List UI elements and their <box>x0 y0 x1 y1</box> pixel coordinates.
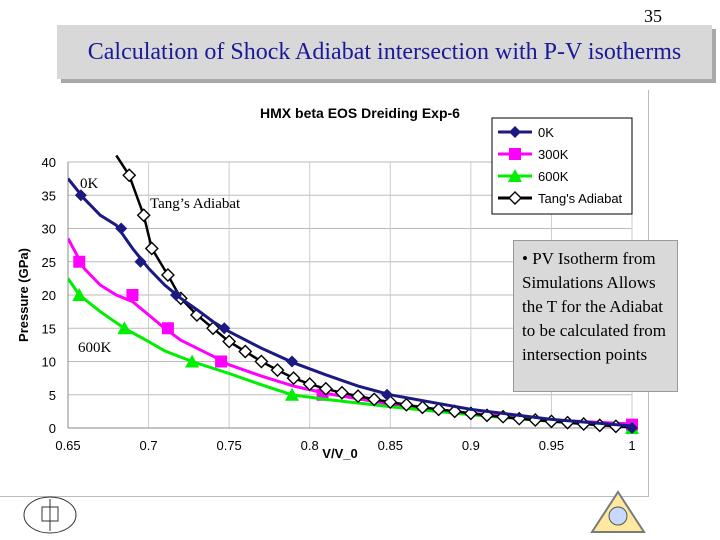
y-tick-label: 25 <box>42 255 56 270</box>
y-tick-label: 35 <box>42 188 56 203</box>
x-tick-label: 0.8 <box>301 438 319 453</box>
data-point-marker <box>302 377 317 392</box>
university-seal-logo <box>23 496 77 534</box>
chart-title: HMX beta EOS Dreiding Exp-6 <box>260 105 460 121</box>
data-point-marker <box>185 354 200 368</box>
chart-annotation: 0K <box>80 176 99 192</box>
data-point-marker <box>318 381 333 396</box>
triangle-logo <box>590 490 646 533</box>
data-point-marker <box>74 189 87 202</box>
data-point-marker <box>270 363 285 378</box>
y-tick-label: 5 <box>49 388 56 403</box>
data-point-marker <box>284 387 299 401</box>
data-point-marker <box>334 385 349 400</box>
data-point-marker <box>126 289 139 301</box>
callout-box: • PV Isotherm from Simulations Allows th… <box>513 240 678 392</box>
data-point-marker <box>160 268 175 283</box>
data-point-marker <box>560 415 575 430</box>
chart-annotation: Tang’s Adiabat <box>150 196 241 212</box>
data-point-marker <box>73 255 86 268</box>
data-point-marker <box>136 208 151 223</box>
data-point-marker <box>215 355 228 368</box>
data-point-marker <box>206 321 221 336</box>
y-tick-label: 40 <box>42 155 56 170</box>
x-tick-label: 0.65 <box>55 438 80 453</box>
slide-title-banner: Calculation of Shock Adiabat intersectio… <box>57 25 712 79</box>
data-point-marker <box>122 168 137 183</box>
data-point-marker <box>286 371 301 386</box>
data-point-marker <box>544 414 559 429</box>
x-tick-label: 0.7 <box>140 438 158 453</box>
legend-marker <box>508 169 522 182</box>
data-point-marker <box>115 222 128 235</box>
legend-marker <box>509 148 521 160</box>
legend-label: 600K <box>538 169 569 184</box>
data-point-marker <box>144 241 159 256</box>
y-tick-label: 0 <box>49 421 56 436</box>
slide-title: Calculation of Shock Adiabat intersectio… <box>87 38 682 65</box>
data-point-marker <box>381 388 394 401</box>
legend-marker <box>508 191 522 205</box>
data-point-marker <box>238 344 253 359</box>
callout-text: • PV Isotherm from Simulations Allows th… <box>522 249 666 364</box>
data-point-marker <box>117 321 132 335</box>
y-tick-label: 30 <box>42 222 56 237</box>
data-point-marker <box>169 289 182 301</box>
data-point-marker <box>367 392 382 407</box>
y-tick-label: 20 <box>42 288 56 303</box>
series-line-600k <box>68 277 633 428</box>
data-point-marker <box>222 334 237 349</box>
y-tick-label: 10 <box>42 355 56 370</box>
data-point-marker <box>254 354 269 369</box>
data-point-marker <box>218 322 231 335</box>
x-tick-label: 0.85 <box>378 438 403 453</box>
data-point-marker <box>626 422 638 434</box>
data-point-marker <box>431 402 446 417</box>
x-axis-label: V/V_0 <box>322 446 357 461</box>
data-point-marker <box>351 389 366 404</box>
data-point-marker <box>285 355 298 368</box>
legend-label: 0K <box>538 125 554 140</box>
legend-marker <box>509 126 521 138</box>
x-tick-label: 0.9 <box>462 438 480 453</box>
page-number: 35 <box>644 6 662 26</box>
data-point-marker <box>161 322 174 335</box>
y-axis-label: Pressure (GPa) <box>16 248 31 342</box>
data-point-marker <box>72 288 87 301</box>
x-tick-label: 0.95 <box>539 438 564 453</box>
data-point-marker <box>415 400 430 415</box>
data-point-marker <box>399 397 414 412</box>
x-tick-label: 0.75 <box>216 438 241 453</box>
x-tick-label: 1 <box>628 438 635 453</box>
y-tick-label: 15 <box>42 321 56 336</box>
chart-annotation: 600K <box>78 340 112 356</box>
data-point-marker <box>134 255 147 268</box>
legend-label: 300K <box>538 147 569 162</box>
legend-label: Tang's Adiabat <box>538 191 623 206</box>
